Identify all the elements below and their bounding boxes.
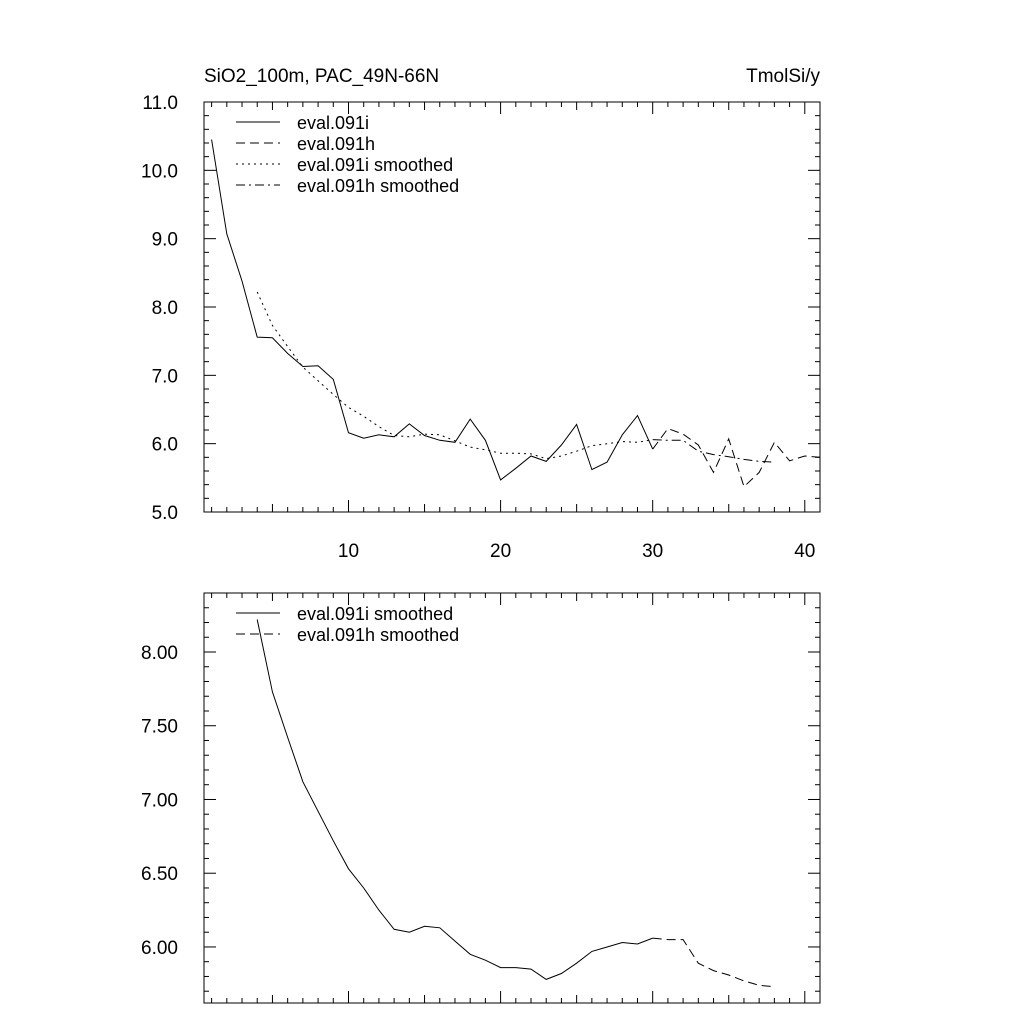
- bottom-axis-ticks: 6.00 6.50 7.00 7.50 8.00: [141, 592, 821, 1003]
- legend-label: eval.091i smoothed: [297, 604, 453, 624]
- x-tick-label: 30: [642, 541, 663, 562]
- series-line-0: [211, 139, 654, 481]
- series-line-1: [652, 428, 821, 488]
- legend-label: eval.091i: [297, 113, 369, 133]
- legend-label: eval.091h: [297, 134, 375, 154]
- bottom-plot-frame: [203, 592, 821, 1004]
- bottom-panel: 6.00 6.50 7.00 7.50 8.00 eval.091i smoothede…: [141, 592, 821, 1004]
- x-tick-label: 20: [490, 541, 511, 562]
- y-tick-label: 6.00: [141, 938, 178, 959]
- bottom-series-group: [256, 619, 775, 988]
- legend-label: eval.091h smoothed: [297, 176, 459, 196]
- chart-title: SiO2_100m, PAC_49N-66N: [204, 66, 439, 87]
- y-tick-label: 5.0: [152, 503, 178, 524]
- series-line-0: [256, 619, 653, 980]
- top-series-group: [211, 139, 821, 488]
- x-tick-label: 10: [338, 541, 359, 562]
- y-tick-label: 8.0: [152, 298, 178, 319]
- y-tick-label: 8.00: [141, 643, 178, 664]
- y-tick-label: 7.50: [141, 717, 178, 738]
- y-tick-label: 7.0: [152, 366, 178, 387]
- top-axis-ticks: 10 20 30 40 5.0 6.0 7.0 8.0 9.0 10.0 11.0: [141, 93, 821, 562]
- y-tick-label: 9.0: [152, 230, 178, 251]
- units-label: TmolSi/y: [746, 66, 820, 87]
- series-line-1: [652, 937, 775, 988]
- legend-label: eval.091h smoothed: [297, 625, 459, 645]
- series-line-2: [256, 291, 653, 460]
- top-panel: SiO2_100m, PAC_49N-66N TmolSi/y 10 20 30 40…: [141, 66, 821, 562]
- series-line-3: [652, 439, 775, 463]
- y-tick-label: 6.0: [152, 435, 178, 456]
- y-tick-label: 10.0: [141, 161, 178, 182]
- y-tick-label: 7.00: [141, 790, 178, 811]
- y-tick-label: 6.50: [141, 864, 178, 885]
- y-tick-label: 11.0: [142, 93, 178, 114]
- x-tick-label: 40: [794, 541, 815, 562]
- legend-label: eval.091i smoothed: [297, 155, 453, 175]
